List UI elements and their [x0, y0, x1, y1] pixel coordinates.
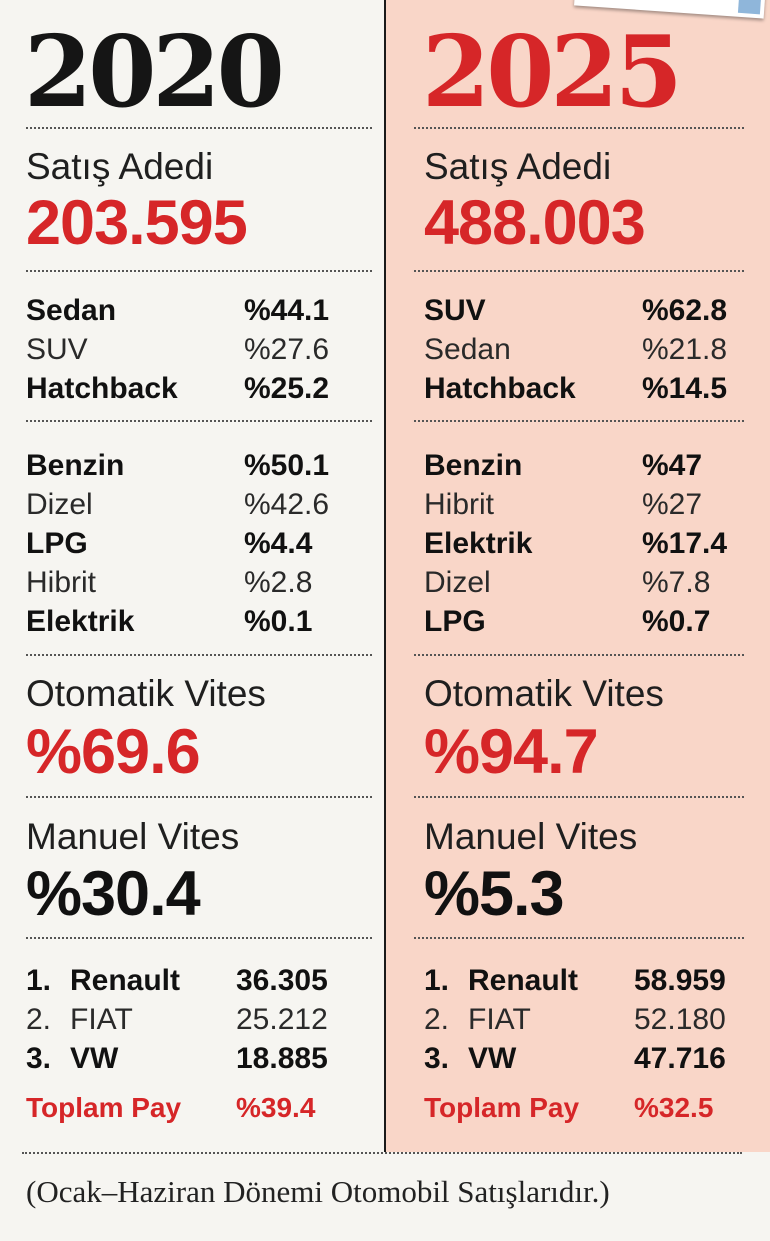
- manual-value: %30.4: [26, 859, 201, 929]
- divider: [26, 420, 372, 422]
- total-share-row: Toplam Pay %32.5: [424, 1092, 714, 1123]
- body-type-row: SUV %62.8: [424, 294, 728, 327]
- sales-value: 488.003: [424, 188, 646, 258]
- column-2020: 2020 Satış Adedi 203.595 Sedan %44.1 SUV%…: [0, 0, 384, 1152]
- sales-value: 203.595: [26, 188, 248, 258]
- sales-label: Satış Adedi: [26, 146, 214, 187]
- body-type-row: Sedan %21.8: [424, 333, 728, 366]
- fuel-type-row: Elektrik %0.1: [26, 605, 313, 638]
- divider: [414, 937, 744, 939]
- divider: [414, 796, 744, 798]
- body-type-row: Hatchback %14.5: [424, 372, 728, 405]
- fuel-type-row: Elektrik %17.4: [424, 527, 728, 560]
- year-heading: 2025: [422, 15, 683, 130]
- brand-row: 1. Renault 36.305: [26, 964, 328, 997]
- fuel-type-row: Hibrit %27: [424, 488, 703, 521]
- brand-row: 3. VW 18.885: [26, 1042, 328, 1075]
- automatic-value: %69.6: [26, 717, 201, 787]
- manual-label: Manuel Vites: [26, 816, 240, 857]
- divider: [26, 270, 372, 272]
- divider: [414, 270, 744, 272]
- sales-label: Satış Adedi: [424, 146, 612, 187]
- brand-row: 2. FIAT 25.212: [26, 1003, 328, 1036]
- total-share-row: Toplam Pay %39.4: [26, 1092, 316, 1123]
- fuel-type-row: LPG %4.4: [26, 527, 313, 560]
- fuel-type-row: Benzin %47: [424, 449, 703, 482]
- footnote: (Ocak–Haziran Dönemi Otomobil Satışlarıd…: [26, 1174, 610, 1209]
- body-type-row: Sedan %44.1: [26, 294, 330, 327]
- bottom-divider: [22, 1152, 742, 1154]
- divider: [26, 796, 372, 798]
- manual-label: Manuel Vites: [424, 816, 638, 857]
- divider: [414, 654, 744, 656]
- divider: [414, 420, 744, 422]
- fuel-type-row: Benzin %50.1: [26, 449, 330, 482]
- automatic-value: %94.7: [424, 717, 599, 787]
- fuel-type-row: LPG %0.7: [424, 605, 711, 638]
- paper-band-decoration: [737, 0, 762, 15]
- brand-row: 1. Renault 58.959: [424, 964, 726, 997]
- divider: [26, 654, 372, 656]
- body-type-row: Hatchback %25.2: [26, 372, 330, 405]
- column-2025: 2025 Satış Adedi 488.003 SUV %62.8 Sedan%…: [386, 0, 770, 1152]
- brand-row: 2. FIAT 52.180: [424, 1003, 726, 1036]
- fuel-type-row: Dizel %42.6: [26, 488, 330, 521]
- year-heading: 2020: [24, 15, 285, 130]
- automatic-label: Otomatik Vites: [26, 673, 266, 714]
- body-type-row: SUV %27.6: [26, 333, 330, 366]
- fuel-type-row: Dizel %7.8: [424, 566, 711, 599]
- divider: [414, 127, 744, 129]
- manual-value: %5.3: [424, 859, 565, 929]
- column-separator: [384, 0, 386, 1152]
- fuel-type-row: Hibrit %2.8: [26, 566, 313, 599]
- brand-row: 3. VW 47.716: [424, 1042, 726, 1075]
- divider: [26, 937, 372, 939]
- divider: [26, 127, 372, 129]
- automatic-label: Otomatik Vites: [424, 673, 664, 714]
